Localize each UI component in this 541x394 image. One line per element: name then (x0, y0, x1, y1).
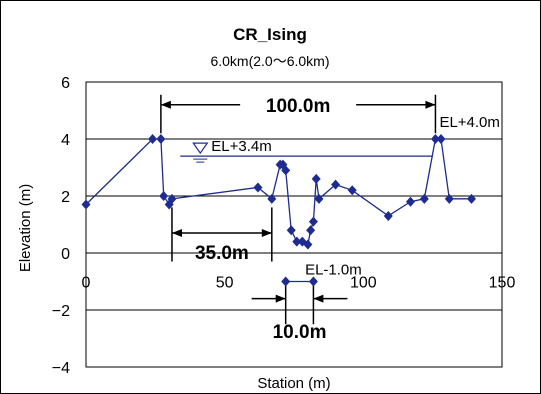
data-point (281, 165, 291, 176)
dim-top-arrowhead (160, 100, 171, 109)
data-point (292, 236, 302, 247)
dim-bottom-arrowhead (275, 294, 286, 303)
data-point (308, 276, 318, 287)
dim-mid-arrowhead (261, 229, 272, 238)
data-point (81, 199, 91, 210)
tick-labels: −4 −2 0 2 4 6 0 50 100 150 (52, 75, 516, 377)
dim-mid-label: 35.0m (195, 243, 249, 264)
dim-bottom-label: 10.0m (273, 322, 327, 343)
water-surface-symbol (192, 142, 209, 155)
data-point (167, 193, 177, 204)
data-point (419, 193, 429, 204)
data-point (159, 191, 169, 201)
data-point (314, 193, 324, 204)
dim-mid-arrowhead (171, 229, 182, 238)
data-point (430, 134, 440, 144)
data-point (148, 134, 158, 144)
data-point (156, 134, 166, 144)
x-tick-label: 150 (489, 275, 516, 292)
data-point (308, 216, 318, 227)
y-tick-label: −2 (52, 303, 70, 320)
y-tick-label: 2 (61, 189, 70, 206)
y-tick-label: −4 (52, 360, 70, 377)
bottom-elevation-label: EL-1.0m (305, 262, 362, 279)
data-point (444, 193, 454, 204)
top-elevation-label: EL+4.0m (439, 114, 499, 131)
data-point (347, 185, 357, 196)
data-point (436, 134, 446, 144)
series-layer (81, 134, 476, 287)
data-point (331, 179, 341, 190)
data-point (267, 193, 277, 204)
data-point (466, 193, 476, 204)
dim-top-label: 100.0m (266, 96, 330, 117)
y-tick-label: 4 (61, 132, 70, 149)
data-point (405, 196, 415, 207)
x-axis-label: Station (m) (257, 375, 330, 392)
y-tick-label: 6 (61, 75, 70, 92)
data-point (281, 276, 291, 287)
y-tick-label: 0 (61, 246, 70, 263)
data-point (306, 225, 316, 236)
annotations: EL+3.4m EL+4.0m EL-1.0m 100.0m 35.0m 10.0m (160, 94, 500, 343)
data-point (253, 182, 263, 193)
data-point (286, 225, 296, 236)
data-point (303, 239, 313, 250)
water-level-label: EL+3.4m (211, 138, 271, 155)
chart-title: CR_Ising (233, 25, 307, 44)
data-point (311, 173, 321, 184)
chart-subtitle: 6.0km(2.0～6.0km) (210, 53, 329, 69)
plot-area (85, 81, 503, 368)
x-tick-label: 50 (216, 275, 234, 292)
dim-top-arrowhead (425, 100, 436, 109)
y-axis-label: Elevation (m) (17, 184, 34, 272)
dim-bottom-arrowhead (313, 294, 324, 303)
x-tick-label: 100 (350, 275, 377, 292)
data-point (383, 210, 393, 221)
x-tick-label: 0 (82, 275, 91, 292)
